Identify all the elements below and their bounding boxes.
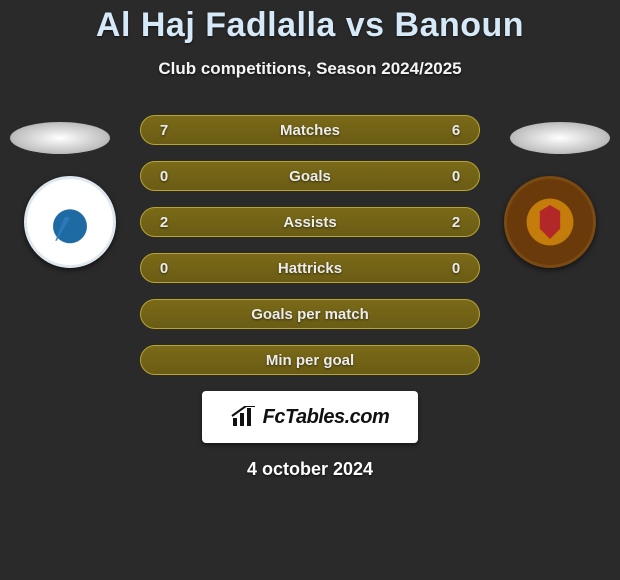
chart-icon xyxy=(231,406,257,428)
stat-left-value: 7 xyxy=(155,122,173,139)
stat-row-assists: 2 Assists 2 xyxy=(140,207,480,237)
stat-label: Matches xyxy=(173,122,447,139)
subtitle: Club competitions, Season 2024/2025 xyxy=(0,59,620,79)
club-badge-right xyxy=(504,176,596,268)
club-badge-left xyxy=(24,176,116,268)
stat-right-value: 0 xyxy=(447,260,465,277)
stat-left-value: 2 xyxy=(155,214,173,231)
stat-right-value: 6 xyxy=(447,122,465,139)
stat-left-value: 0 xyxy=(155,168,173,185)
brand-badge: FcTables.com xyxy=(202,391,418,443)
page-title: Al Haj Fadlalla vs Banoun xyxy=(0,6,620,45)
stat-label: Min per goal xyxy=(266,352,354,369)
stat-label: Assists xyxy=(173,214,447,231)
brand-text: FcTables.com xyxy=(263,406,390,429)
player-oval-left xyxy=(10,122,110,154)
stat-label: Goals per match xyxy=(251,306,369,323)
stat-label: Hattricks xyxy=(173,260,447,277)
stat-right-value: 2 xyxy=(447,214,465,231)
stat-left-value: 0 xyxy=(155,260,173,277)
stat-row-min-per-goal: Min per goal xyxy=(140,345,480,375)
stat-row-goals: 0 Goals 0 xyxy=(140,161,480,191)
stat-right-value: 0 xyxy=(447,168,465,185)
stat-row-goals-per-match: Goals per match xyxy=(140,299,480,329)
player-oval-right xyxy=(510,122,610,154)
stat-row-hattricks: 0 Hattricks 0 xyxy=(140,253,480,283)
stat-label: Goals xyxy=(173,168,447,185)
date-label: 4 october 2024 xyxy=(0,459,620,480)
stat-row-matches: 7 Matches 6 xyxy=(140,115,480,145)
stats-column: 7 Matches 6 0 Goals 0 2 Assists 2 0 Hatt… xyxy=(140,115,480,375)
